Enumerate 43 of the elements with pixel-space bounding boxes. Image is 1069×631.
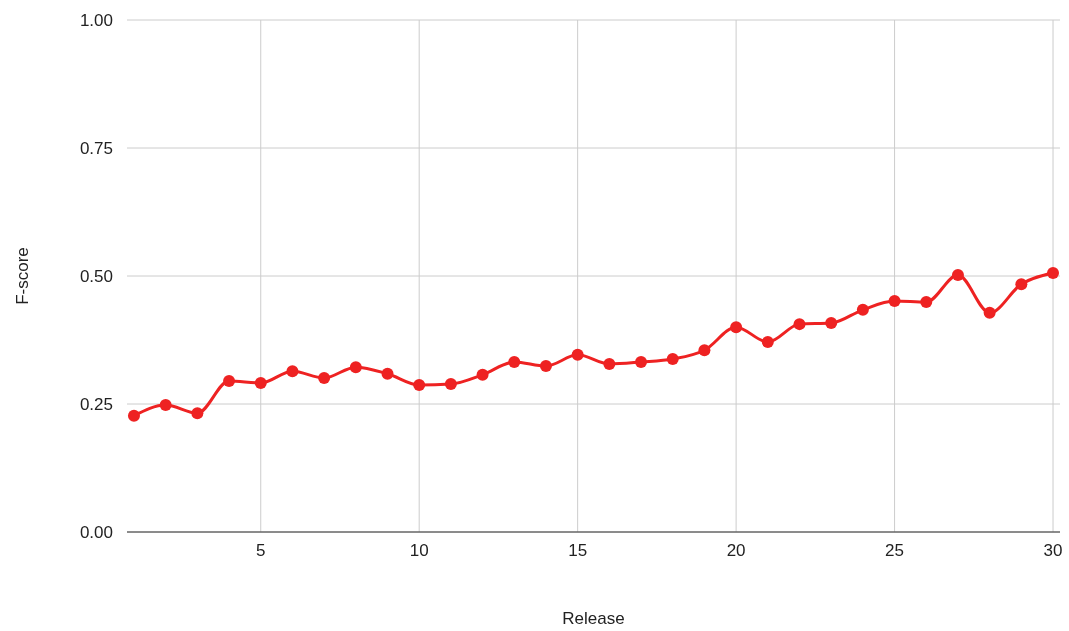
x-tick-label: 30 (1043, 541, 1063, 560)
point (286, 365, 299, 378)
point (730, 321, 743, 334)
point (539, 360, 552, 373)
point (856, 303, 869, 316)
point (698, 344, 711, 357)
point (825, 317, 838, 330)
point (444, 378, 457, 391)
y-tick-label: 0.00 (79, 523, 113, 542)
x-tick-label: 5 (256, 541, 266, 560)
point (888, 295, 901, 308)
x-tick-label: 15 (568, 541, 588, 560)
point (1015, 278, 1028, 291)
point (476, 368, 489, 381)
point (159, 399, 172, 412)
y-tick-label: 1.00 (79, 11, 113, 30)
y-axis-title: F-score (13, 247, 32, 305)
point (381, 367, 394, 380)
x-tick-label: 20 (726, 541, 746, 560)
point (508, 356, 521, 369)
x-tick-label: 10 (409, 541, 429, 560)
point (191, 407, 204, 420)
point (793, 318, 806, 331)
point (318, 371, 331, 384)
y-tick-label: 0.50 (79, 267, 113, 286)
point (254, 377, 267, 390)
point (1047, 266, 1060, 279)
point (761, 336, 774, 349)
point (127, 409, 140, 422)
point (413, 379, 426, 392)
point (571, 348, 584, 361)
y-tick-label: 0.25 (79, 395, 113, 414)
point (635, 356, 648, 369)
point (951, 268, 964, 281)
x-tick-label: 25 (885, 541, 905, 560)
point (349, 361, 362, 374)
point (223, 374, 236, 387)
point (603, 358, 616, 371)
x-axis-title: Release (562, 609, 625, 628)
point (983, 306, 996, 319)
y-tick-label: 0.75 (79, 139, 113, 158)
point (920, 296, 933, 309)
point (666, 352, 679, 365)
